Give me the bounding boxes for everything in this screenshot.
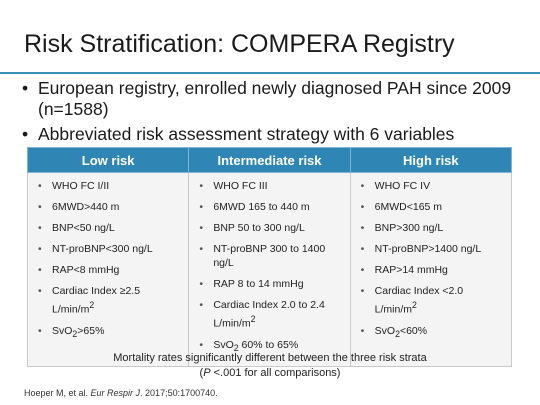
list-item: SvO2<60% xyxy=(361,324,505,341)
list-item: 6MWD<165 m xyxy=(361,200,505,214)
list-item: Cardiac Index 2.0 to 2.4 L/min/m2 xyxy=(199,298,343,331)
list-item: SvO2>65% xyxy=(38,324,182,341)
bullet-item: • Abbreviated risk assessment strategy wi… xyxy=(22,124,527,145)
table-body-row: WHO FC I/II 6MWD>440 m BNP<50 ng/L NT-pr… xyxy=(26,172,513,367)
list-item: RAP<8 mmHg xyxy=(38,263,182,277)
header-high-risk: High risk xyxy=(349,147,513,173)
high-risk-list: WHO FC IV 6MWD<165 m BNP>300 ng/L NT-pro… xyxy=(361,179,505,341)
list-item: RAP 8 to 14 mmHg xyxy=(199,277,343,291)
bullet-item: • European registry, enrolled newly diagn… xyxy=(22,78,527,120)
risk-table: Low risk Intermediate risk High risk WHO… xyxy=(26,147,513,367)
bullet-text: European registry, enrolled newly diagno… xyxy=(38,78,512,119)
list-item: SvO2 60% to 65% xyxy=(199,338,343,355)
footnote-line-2: (P <.001 for all comparisons) xyxy=(199,367,341,379)
bullet-text: Abbreviated risk assessment strategy wit… xyxy=(38,124,455,144)
list-item: Cardiac Index <2.0 L/min/m2 xyxy=(361,284,505,317)
list-item: BNP<50 ng/L xyxy=(38,221,182,235)
citation: Hoeper M, et al. Eur Respir J. 2017;50:1… xyxy=(24,388,218,398)
list-item: BNP 50 to 300 ng/L xyxy=(199,221,343,235)
intermediate-risk-cell: WHO FC III 6MWD 165 to 440 m BNP 50 to 3… xyxy=(188,172,351,367)
mortality-footnote: Mortality rates significantly different … xyxy=(0,351,540,381)
low-risk-cell: WHO FC I/II 6MWD>440 m BNP<50 ng/L NT-pr… xyxy=(26,172,190,367)
footnote-line-1: Mortality rates significantly different … xyxy=(113,352,427,364)
list-item: WHO FC III xyxy=(199,179,343,193)
header-intermediate-risk: Intermediate risk xyxy=(188,147,351,173)
bullet-icon: • xyxy=(22,124,29,144)
title-divider xyxy=(0,72,540,74)
header-low-risk: Low risk xyxy=(26,147,190,173)
list-item: NT-proBNP>1400 ng/L xyxy=(361,242,505,256)
list-item: NT-proBNP 300 to 1400 ng/L xyxy=(199,242,343,270)
list-item: 6MWD>440 m xyxy=(38,200,182,214)
list-item: NT-proBNP<300 ng/L xyxy=(38,242,182,256)
table-header-row: Low risk Intermediate risk High risk xyxy=(26,147,513,173)
list-item: BNP>300 ng/L xyxy=(361,221,505,235)
list-item: WHO FC I/II xyxy=(38,179,182,193)
bullet-list: • European registry, enrolled newly diagn… xyxy=(22,78,527,149)
intermediate-risk-list: WHO FC III 6MWD 165 to 440 m BNP 50 to 3… xyxy=(199,179,343,355)
high-risk-cell: WHO FC IV 6MWD<165 m BNP>300 ng/L NT-pro… xyxy=(349,172,513,367)
slide-title: Risk Stratification: COMPERA Registry xyxy=(24,30,455,58)
list-item: Cardiac Index ≥2.5 L/min/m2 xyxy=(38,284,182,317)
low-risk-list: WHO FC I/II 6MWD>440 m BNP<50 ng/L NT-pr… xyxy=(38,179,182,341)
list-item: RAP>14 mmHg xyxy=(361,263,505,277)
list-item: 6MWD 165 to 440 m xyxy=(199,200,343,214)
bullet-icon: • xyxy=(22,78,29,98)
list-item: WHO FC IV xyxy=(361,179,505,193)
